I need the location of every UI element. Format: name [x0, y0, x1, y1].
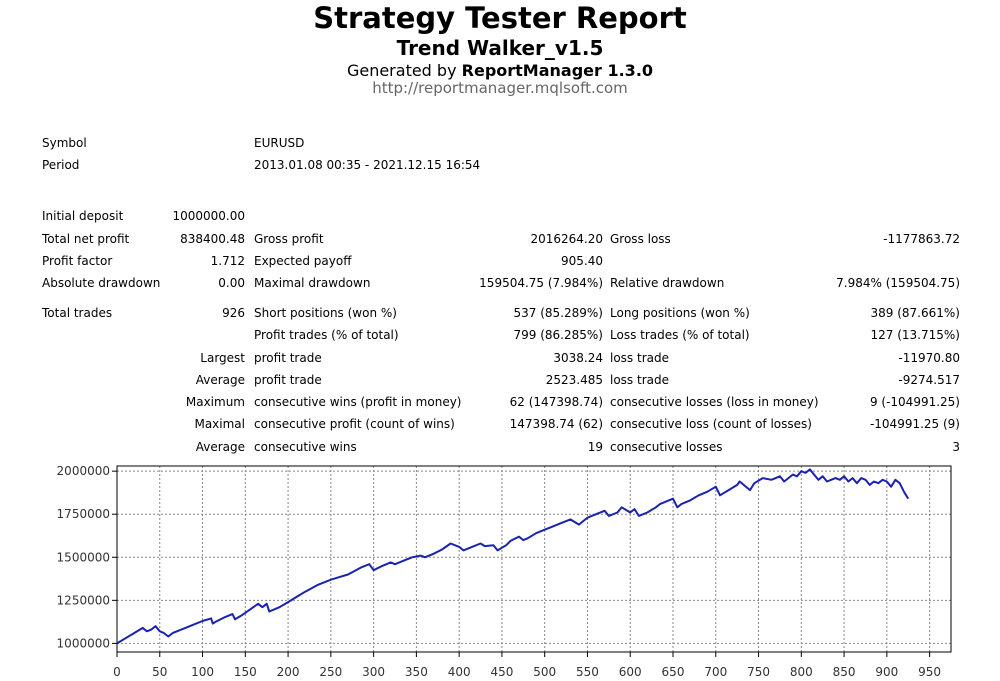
largest-label: Largest — [200, 351, 245, 365]
x-tick-label: 950 — [918, 665, 941, 679]
maximal-drawdown-value: 159504.75 (7.984%) — [479, 276, 603, 290]
loss-trades-value: 127 (13.715%) — [870, 328, 960, 342]
largest-loss-value: -11970.80 — [898, 351, 960, 365]
loss-trades-label: Loss trades (% of total) — [610, 328, 750, 342]
avg-cons-losses-label: consecutive losses — [610, 440, 723, 454]
generated-tool: ReportManager 1.3.0 — [461, 61, 654, 80]
average-label: Average — [195, 373, 245, 387]
balance-line — [116, 468, 910, 645]
maximal-cons-profit-label: consecutive profit (count of wins) — [254, 417, 455, 431]
x-tick-label: 400 — [448, 665, 471, 679]
maximal-cons-profit-value: 147398.74 (62) — [509, 417, 603, 431]
absolute-drawdown-value: 0.00 — [218, 276, 245, 290]
absolute-drawdown-label: Absolute drawdown — [42, 276, 161, 290]
largest-profit-label: profit trade — [254, 351, 322, 365]
avg-cons-wins-label: consecutive wins — [254, 440, 357, 454]
short-positions-value: 537 (85.289%) — [513, 306, 603, 320]
y-tick-label: 1500000 — [57, 550, 110, 564]
gross-profit-label: Gross profit — [254, 232, 324, 246]
relative-drawdown-label: Relative drawdown — [610, 276, 725, 290]
x-tick-label: 900 — [875, 665, 898, 679]
profit-trades-label: Profit trades (% of total) — [254, 328, 399, 342]
profit-factor-label: Profit factor — [42, 254, 113, 268]
long-positions-value: 389 (87.661%) — [870, 306, 960, 320]
symbol-label: Symbol — [42, 136, 87, 150]
total-trades-value: 926 — [222, 306, 245, 320]
y-axis-ticks: 1000000 1250000 1500000 1750000 2000000 — [57, 464, 117, 650]
expected-payoff-label: Expected payoff — [254, 254, 352, 268]
x-tick-label: 650 — [662, 665, 685, 679]
maximal-label: Maximal — [194, 417, 245, 431]
x-tick-label: 500 — [533, 665, 556, 679]
x-tick-label: 200 — [277, 665, 300, 679]
x-tick-label: 850 — [833, 665, 856, 679]
x-tick-label: 0 — [113, 665, 121, 679]
average-profit-label: profit trade — [254, 373, 322, 387]
average-loss-label: loss trade — [610, 373, 669, 387]
gross-loss-value: -1177863.72 — [883, 232, 960, 246]
period-label: Period — [42, 158, 80, 172]
relative-drawdown-value: 7.984% (159504.75) — [836, 276, 960, 290]
avg-cons-wins-value: 19 — [587, 440, 603, 454]
x-tick-label: 100 — [191, 665, 214, 679]
balance-chart: 1000000 1250000 1500000 1750000 2000000 0 50 1… — [57, 464, 952, 679]
total-net-profit-label: Total net profit — [42, 232, 130, 246]
x-tick-label: 250 — [319, 665, 342, 679]
x-tick-label: 300 — [362, 665, 385, 679]
profit-trades-value: 799 (86.285%) — [513, 328, 603, 342]
chart-grid — [117, 466, 951, 652]
max-cons-losses-value: 9 (-104991.25) — [869, 395, 960, 409]
initial-deposit-label: Initial deposit — [42, 209, 124, 223]
x-tick-label: 750 — [747, 665, 770, 679]
symbol-value: EURUSD — [254, 136, 305, 150]
maximal-drawdown-label: Maximal drawdown — [254, 276, 371, 290]
x-tick-label: 700 — [704, 665, 727, 679]
report-url[interactable]: http://reportmanager.mqlsoft.com — [372, 79, 628, 97]
average-loss-value: -9274.517 — [898, 373, 960, 387]
largest-profit-value: 3038.24 — [553, 351, 603, 365]
generated-by: Generated by ReportManager 1.3.0 — [0, 61, 1000, 80]
x-tick-label: 450 — [490, 665, 513, 679]
total-net-profit-value: 838400.48 — [180, 232, 245, 246]
period-value: 2013.01.08 00:35 - 2021.12.15 16:54 — [254, 158, 481, 172]
report-title: Strategy Tester Report — [313, 1, 687, 35]
total-trades-label: Total trades — [42, 306, 113, 320]
expected-payoff-value: 905.40 — [561, 254, 603, 268]
profit-factor-value: 1.712 — [210, 254, 245, 268]
maximal-cons-loss-label: consecutive loss (count of losses) — [610, 417, 812, 431]
report-subtitle: Trend Walker_v1.5 — [396, 36, 604, 60]
chart-frame — [116, 465, 952, 653]
y-tick-label: 1000000 — [57, 636, 110, 650]
y-tick-label: 1250000 — [57, 593, 110, 607]
x-tick-label: 600 — [619, 665, 642, 679]
initial-deposit-value: 1000000.00 — [172, 209, 245, 223]
x-tick-label: 550 — [576, 665, 599, 679]
gross-profit-value: 2016264.20 — [530, 232, 603, 246]
y-tick-label: 1750000 — [57, 507, 110, 521]
long-positions-label: Long positions (won %) — [610, 306, 750, 320]
average-profit-value: 2523.485 — [545, 373, 603, 387]
gross-loss-label: Gross loss — [610, 232, 671, 246]
max-cons-losses-label: consecutive losses (loss in money) — [610, 395, 819, 409]
x-tick-label: 50 — [152, 665, 167, 679]
x-tick-label: 350 — [405, 665, 428, 679]
generated-prefix: Generated by — [346, 61, 462, 80]
x-axis-ticks: 0 50 100 150 200 250 300 350 400 450 500 550 600 650 7… — [113, 652, 941, 679]
max-cons-wins-value: 62 (147398.74) — [509, 395, 603, 409]
short-positions-label: Short positions (won %) — [254, 306, 397, 320]
largest-loss-label: loss trade — [610, 351, 669, 365]
x-tick-label: 150 — [234, 665, 257, 679]
y-tick-label: 2000000 — [57, 464, 110, 478]
avg-cons-losses-value: 3 — [952, 440, 960, 454]
maximal-cons-loss-value: -104991.25 (9) — [869, 417, 960, 431]
maximum-label: Maximum — [185, 395, 245, 409]
x-tick-label: 800 — [790, 665, 813, 679]
average-cons-label: Average — [195, 440, 245, 454]
max-cons-wins-label: consecutive wins (profit in money) — [254, 395, 462, 409]
